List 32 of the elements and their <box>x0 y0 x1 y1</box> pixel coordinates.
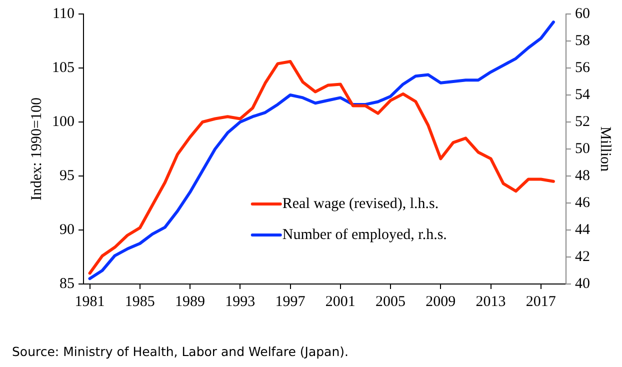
x-tick-label: 2017 <box>526 294 556 310</box>
x-tick-label: 1985 <box>124 294 155 310</box>
y2-tick-label: 60 <box>575 6 590 22</box>
x-tick-label: 1989 <box>175 294 206 310</box>
x-tick-label: 1981 <box>74 294 105 310</box>
legend-label: Real wage (revised), l.h.s. <box>282 196 439 212</box>
y-tick-label: 90 <box>60 222 74 238</box>
x-tick-label: 1993 <box>225 294 256 310</box>
x-tick-label: 1997 <box>275 294 306 310</box>
y2-tick-label: 58 <box>575 32 590 49</box>
x-tick-label: 2001 <box>325 294 356 310</box>
y2-tick-label: 48 <box>575 168 590 184</box>
x-tick-label: 2009 <box>426 294 456 310</box>
y2-tick-label: 54 <box>575 86 590 103</box>
y2-tick-label: 40 <box>575 276 590 292</box>
x-tick-label: 2005 <box>376 294 406 310</box>
y-axis-title: Index: 1990=100 <box>28 97 45 201</box>
y-tick-label: 85 <box>60 276 74 292</box>
source-note: Source: Ministry of Health, Labor and Welfare (Japan). <box>12 344 348 359</box>
y2-tick-label: 42 <box>575 248 590 265</box>
y2-tick-label: 46 <box>575 194 590 211</box>
legend-label: Number of employed, r.h.s. <box>282 226 447 243</box>
y2-tick-label: 50 <box>575 140 590 157</box>
y-tick-label: 105 <box>52 60 74 76</box>
y2-tick-label: 52 <box>575 114 590 130</box>
x-tick-label: 2013 <box>476 294 506 310</box>
y-tick-label: 95 <box>60 168 74 184</box>
y2-axis-title: Million <box>597 126 614 172</box>
y-tick-label: 110 <box>52 6 74 22</box>
y2-tick-label: 56 <box>575 60 590 76</box>
y-tick-label: 100 <box>52 114 74 130</box>
y2-tick-label: 44 <box>575 222 590 238</box>
